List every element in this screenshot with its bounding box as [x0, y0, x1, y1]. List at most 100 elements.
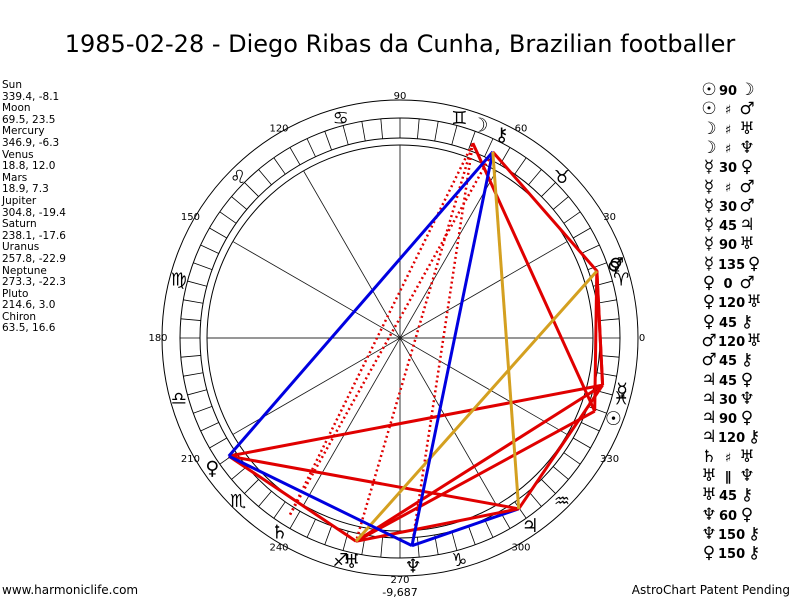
degree-tick [273, 501, 286, 519]
aspect-planet-a-icon: ♃ [701, 388, 717, 409]
website-footer[interactable]: www.harmoniclife.com [2, 583, 139, 597]
degree-label: 150 [181, 212, 200, 223]
aspect-type: 45 [718, 315, 738, 331]
planet-coords: 346.9, -6.3 [2, 136, 60, 149]
planet-name: Uranus [2, 241, 40, 254]
zodiac-sign-icon: ♑ [451, 550, 467, 571]
aspect-planet-b-icon: ♀ [740, 504, 754, 525]
aspect-planet-a-icon: ♃ [701, 408, 717, 429]
degree-tick [434, 121, 439, 142]
aspect-type: 90 [718, 412, 738, 428]
degree-tick [573, 437, 591, 449]
degree-tick [563, 452, 581, 465]
aspect-type: ∥ [724, 470, 732, 485]
aspect-planet-a-icon: ☿ [703, 215, 715, 236]
degree-tick [563, 211, 581, 224]
degree-tick [258, 169, 272, 186]
degree-tick [484, 519, 494, 538]
aspect-planet-b-icon: ⚷ [740, 485, 754, 506]
wheel-base: 0 30 60 90 120 150 180 210 240 270 300 330 -9,687 [148, 91, 645, 599]
aspect-type: 120 [718, 334, 746, 350]
zodiac-sign-icon: ♌ [230, 167, 246, 188]
degree-tick [417, 537, 420, 558]
aspect-list-row: ♀ 0 ♂ [700, 273, 756, 293]
aspect-list-row: ☿ 45 ♃ [700, 215, 756, 235]
planet-glyph-icon: ♂ [607, 254, 624, 276]
planet-coords: 18.9, 7.3 [2, 183, 49, 196]
aspect-planet-b-icon: ♂ [739, 176, 755, 197]
aspect-list-row: ☿ 30 ♀ [700, 157, 756, 177]
planet-glyph-icon: ♀ [609, 255, 623, 277]
aspect-type: 30 [718, 199, 738, 215]
aspect-type: 90 [718, 238, 738, 254]
aspect-type: 30 [718, 161, 738, 177]
planet-glyph-icon: ♆ [405, 556, 422, 578]
degree-tick [587, 262, 607, 270]
aspect-planet-a-icon: ♆ [701, 504, 717, 525]
patent-footer: AstroChart Patent Pending [631, 583, 790, 597]
planet-coords: 69.5, 23.5 [2, 113, 56, 126]
zodiac-sign-icon: ♓ [613, 388, 629, 409]
aspect-type: ♯ [724, 122, 732, 138]
planet-name: Venus [2, 148, 34, 161]
aspect-line [595, 270, 605, 386]
aspect-list-row: ♃ 30 ♆ [700, 389, 756, 409]
aspect-type: ♯ [724, 180, 732, 196]
aspect-type: 135 [718, 257, 746, 273]
degree-tick [193, 406, 213, 414]
degree-tick [289, 511, 301, 529]
aspect-type: 45 [718, 373, 738, 389]
aspect-list-row: ☉ 90 ☽ [700, 80, 756, 100]
aspect-planet-b-icon: ♆ [739, 466, 755, 486]
planet-name: Mercury [2, 125, 45, 138]
zodiac-sign-icon: ♍ [171, 270, 187, 291]
planet-coords: 257.8, -22.9 [2, 252, 66, 265]
aspect-planet-a-icon: ☉ [701, 99, 717, 120]
aspect-line [288, 151, 494, 516]
aspect-type: ♯ [724, 103, 732, 119]
aspect-planet-a-icon: ♀ [702, 543, 716, 564]
aspect-line [354, 269, 599, 543]
aspect-type: 0 [723, 277, 733, 292]
aspect-planet-b-icon: ♂ [739, 99, 755, 120]
planet-name: Moon [2, 102, 31, 115]
aspect-type: 150 [718, 547, 746, 563]
aspect-line [355, 383, 604, 543]
aspect-planet-b-icon: ♅ [746, 292, 762, 313]
aspect-planet-a-icon: ♀ [702, 292, 716, 313]
aspect-type: 150 [718, 527, 746, 543]
chart-title: 1985-02-28 - Diego Ribas da Cunha, Brazi… [64, 30, 736, 58]
degree-tick [552, 466, 569, 480]
zodiac-sign-icon: ♐ [333, 550, 349, 571]
aspect-planet-a-icon: ♂ [701, 350, 717, 371]
degree-tick [324, 131, 332, 151]
aspect-planet-b-icon: ♅ [739, 234, 755, 255]
degree-tick [244, 182, 259, 197]
degree-tick [289, 147, 301, 165]
degree-tick [219, 211, 237, 224]
aspect-list-row: ♅ 45 ⚷ [700, 485, 756, 505]
planet-glyph-icon: ☽ [471, 114, 488, 136]
degree-tick [258, 490, 272, 507]
aspect-list-row: ♆ 60 ♀ [700, 505, 756, 525]
degree-tick [200, 244, 219, 254]
aspect-list-row: ☉ ♯ ♂ [700, 99, 756, 119]
aspect-planet-b-icon: ♂ [739, 195, 755, 216]
degree-tick [451, 125, 458, 145]
aspect-list-row: ♆150 ⚷ [700, 524, 763, 544]
zodiac-sign-icon: ♊ [451, 108, 467, 129]
planet-coords: 273.3, -22.3 [2, 276, 66, 289]
degree-tick [484, 138, 494, 157]
aspect-line [411, 507, 520, 548]
degree-label: 60 [515, 123, 528, 134]
aspect-list-row: ☽ ♯ ♅ [700, 119, 756, 139]
degree-tick [514, 157, 527, 175]
aspect-planet-b-icon: ♅ [739, 446, 755, 467]
glyph-layer: ♓♈♉♊♋♌♍♎♏♐ ♑♒☉☽☿♀♂♃♄♅ ♆♀⚷ [171, 108, 630, 578]
aspect-line [228, 454, 413, 548]
aspect-planet-b-icon: ⚷ [747, 543, 761, 564]
planet-coords: 63.5, 16.6 [2, 322, 56, 335]
aspect-type: 120 [718, 296, 746, 312]
aspect-type: 45 [718, 489, 738, 505]
aspect-planet-b-icon: ⚷ [747, 427, 761, 448]
